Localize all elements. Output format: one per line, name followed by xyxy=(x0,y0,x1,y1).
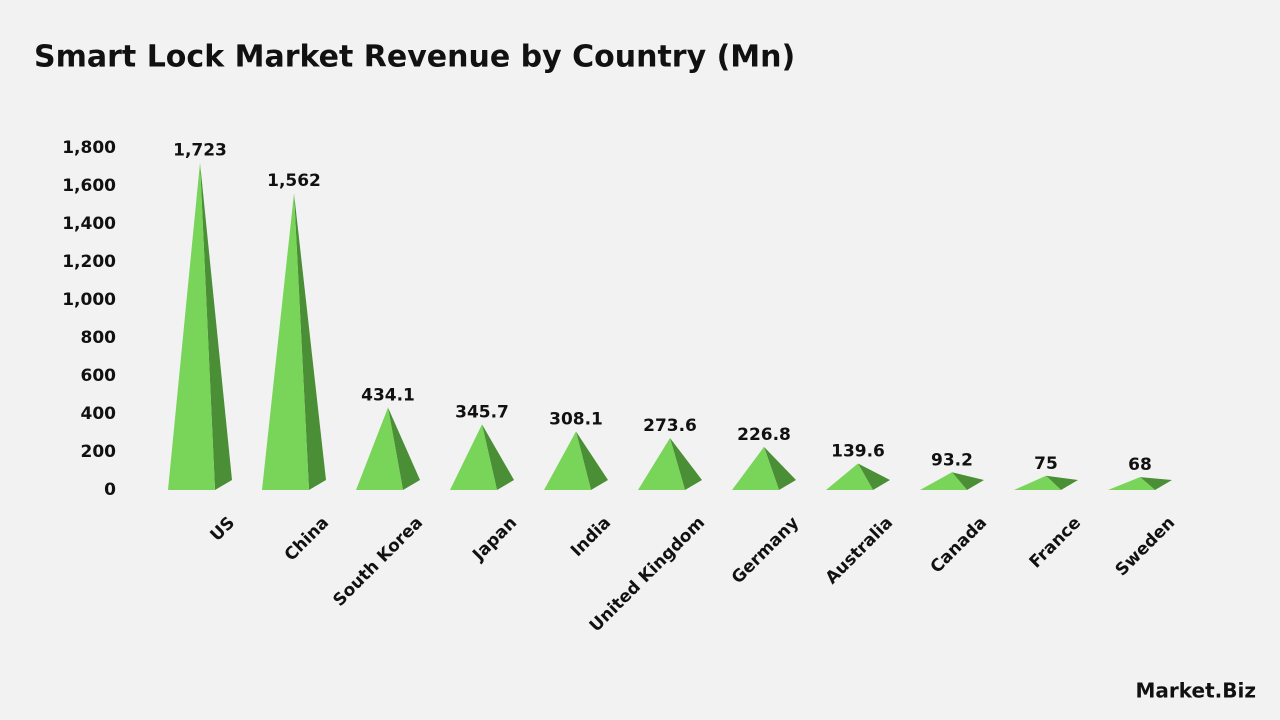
bar-face xyxy=(576,431,608,490)
value-label: 1,562 xyxy=(267,171,321,191)
bar-face xyxy=(450,424,497,490)
x-tick-label: Sweden xyxy=(1112,513,1179,580)
bar-face xyxy=(732,446,779,490)
value-label: 75 xyxy=(1034,454,1058,474)
value-label: 93.2 xyxy=(931,450,973,470)
y-tick-label: 1,000 xyxy=(62,290,116,310)
bar xyxy=(826,463,890,490)
x-tick-label: China xyxy=(281,513,333,565)
x-tick-label: South Korea xyxy=(329,513,427,611)
bar xyxy=(638,438,702,490)
bar xyxy=(262,193,326,490)
x-tick-label: Japan xyxy=(468,513,521,566)
value-label: 1,723 xyxy=(173,141,227,161)
bar-face xyxy=(764,446,796,490)
bar xyxy=(1108,477,1172,490)
chart-title: Smart Lock Market Revenue by Country (Mn… xyxy=(34,40,795,75)
brand: Market.Biz xyxy=(1136,679,1257,703)
y-tick-label: 400 xyxy=(81,404,117,424)
value-label: 308.1 xyxy=(549,409,603,429)
bar-face xyxy=(952,472,984,490)
bar-face xyxy=(670,438,702,490)
y-tick-label: 1,200 xyxy=(62,252,116,272)
value-label: 226.8 xyxy=(737,425,791,445)
bar-face xyxy=(826,463,873,490)
y-tick-label: 800 xyxy=(81,328,117,348)
bar xyxy=(544,431,608,490)
x-tick-label: India xyxy=(567,513,615,561)
bar-face xyxy=(388,407,420,490)
y-tick-label: 0 xyxy=(104,480,116,500)
x-tick-label: France xyxy=(1026,513,1085,572)
bar-face xyxy=(638,438,685,490)
bar-face xyxy=(1046,475,1078,490)
bar-face xyxy=(858,463,890,490)
bar xyxy=(732,446,796,490)
bar-face xyxy=(168,162,215,490)
y-tick-label: 1,600 xyxy=(62,176,116,196)
bar-face xyxy=(482,424,514,490)
bar xyxy=(1014,475,1078,490)
x-tick-label: US xyxy=(206,513,239,546)
bar-face xyxy=(1140,477,1172,490)
bar-face xyxy=(1108,477,1155,490)
bar-face xyxy=(356,407,403,490)
value-label: 434.1 xyxy=(361,386,415,406)
bar-face xyxy=(262,193,309,490)
bar-face xyxy=(200,162,232,490)
bar-face xyxy=(544,431,591,490)
bar-face xyxy=(294,193,326,490)
value-label: 273.6 xyxy=(643,416,697,436)
x-tick-label: Germany xyxy=(728,513,803,588)
bar xyxy=(356,407,420,490)
y-tick-label: 1,400 xyxy=(62,214,116,234)
bar xyxy=(168,162,232,490)
bar xyxy=(920,472,984,490)
y-tick-label: 200 xyxy=(81,442,117,462)
y-tick-label: 1,800 xyxy=(62,138,116,158)
bar-face xyxy=(920,472,967,490)
x-tick-label: Australia xyxy=(822,513,897,588)
value-label: 345.7 xyxy=(455,402,509,422)
y-tick-label: 600 xyxy=(81,366,117,386)
value-label: 68 xyxy=(1128,455,1152,475)
bar xyxy=(450,424,514,490)
x-tick-label: Canada xyxy=(927,513,991,577)
bar-face xyxy=(1014,475,1061,490)
value-label: 139.6 xyxy=(831,441,885,461)
